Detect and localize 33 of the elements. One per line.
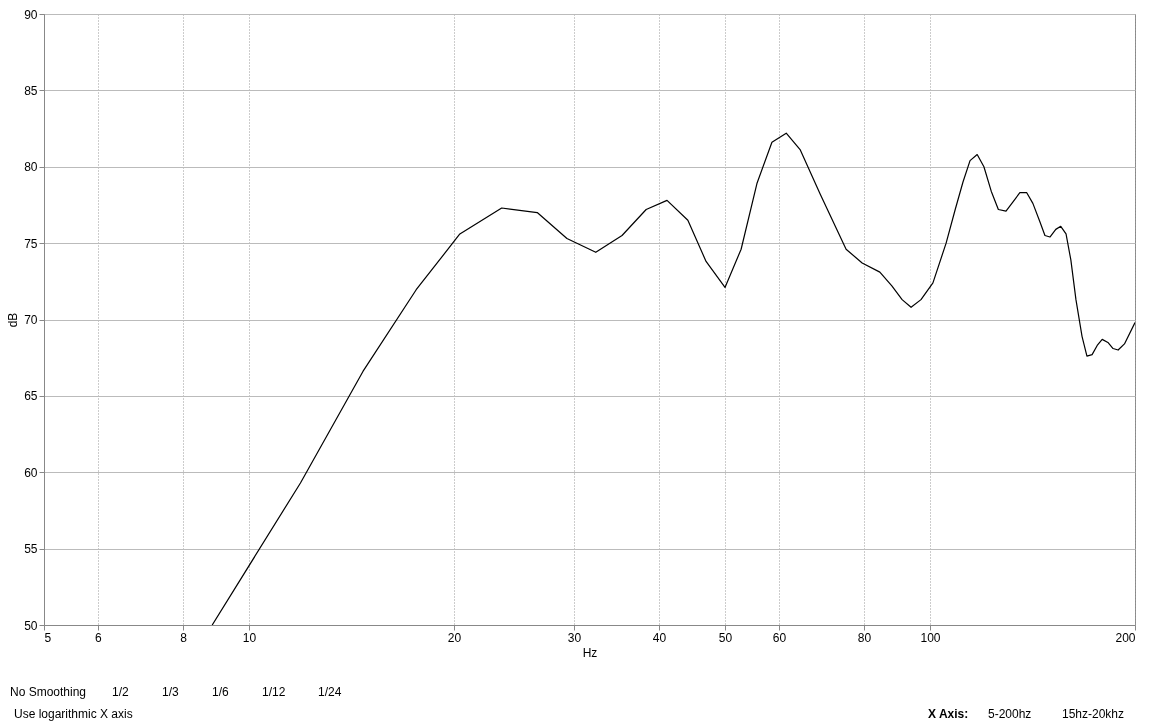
text: 1/6 [212,685,230,699]
text: X Axis: [928,707,969,721]
x-tick-label: 30 [567,630,582,645]
y-tick-label: 85 [24,83,38,98]
y-tick-label: 75 [24,236,38,251]
x-tick-label: 60 [772,630,787,645]
y-axis-title: dB [6,312,21,328]
y-tick-label: 65 [24,389,38,404]
x-tick-label: 50 [718,630,733,645]
y-tick-label: 55 [24,542,38,557]
x-tick-label: 20 [447,630,462,645]
x-tick-label: 8 [180,630,188,645]
text: 1/3 [162,685,180,699]
text: Use logarithmic X axis [14,707,133,721]
y-tick-label: 90 [24,7,38,22]
text: 1/2 [112,685,130,699]
text: No Smoothing [10,685,87,699]
x-tick-label: 100 [920,630,941,645]
text: 5-200hz [988,707,1032,721]
x-tick-label: 5 [44,630,52,645]
y-tick-label: 60 [24,465,38,480]
y-tick-label: 80 [24,160,38,175]
x-tick-label: 40 [652,630,667,645]
x-tick-label: 6 [95,630,103,645]
text: 1/24 [318,685,342,699]
x-tick-label: 200 [1115,630,1136,645]
x-tick-label: 80 [857,630,872,645]
x-axis-title: Hz [582,645,598,660]
y-tick-label: 50 [24,618,38,633]
text: 15hz-20khz [1062,707,1125,721]
x-tick-label: 10 [242,630,257,645]
y-tick-label: 70 [24,313,38,327]
text: 1/12 [262,685,286,699]
